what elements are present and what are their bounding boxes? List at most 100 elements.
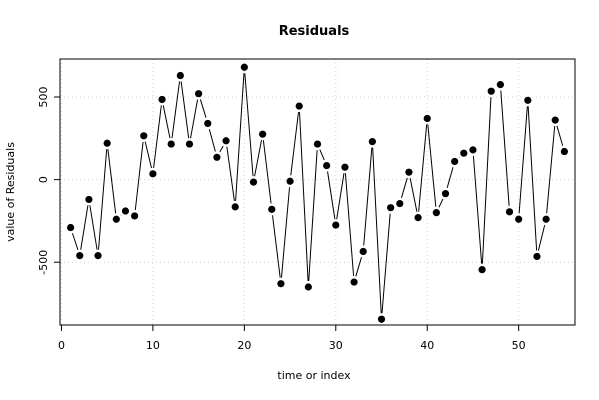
data-point xyxy=(387,204,395,212)
data-point xyxy=(213,153,221,161)
series-segment xyxy=(546,126,556,214)
data-point xyxy=(368,138,376,146)
x-axis: 0 10 20 30 40 50 xyxy=(58,324,526,352)
data-point xyxy=(396,199,404,208)
series-line xyxy=(71,73,564,314)
series-segment xyxy=(190,99,199,139)
data-point xyxy=(515,215,523,223)
series-segment xyxy=(327,171,336,220)
series-segment xyxy=(299,112,309,282)
series-segment xyxy=(481,97,492,264)
x-tick-label: 30 xyxy=(329,339,343,352)
data-point xyxy=(478,266,486,274)
series-segment xyxy=(381,213,391,314)
data-point xyxy=(350,278,358,286)
series-segment xyxy=(518,106,528,214)
series-segment xyxy=(153,105,162,168)
data-point xyxy=(441,190,450,198)
data-point xyxy=(313,140,322,148)
data-point xyxy=(542,215,550,223)
data-point xyxy=(341,163,349,171)
data-point xyxy=(496,81,504,89)
y-tick-label: 0 xyxy=(37,176,50,183)
data-point xyxy=(185,140,194,148)
data-point xyxy=(505,208,514,216)
data-point xyxy=(423,114,431,123)
data-point xyxy=(332,221,340,229)
series-segment xyxy=(438,198,444,208)
data-point xyxy=(259,130,267,138)
data-point xyxy=(85,195,93,204)
series-segment xyxy=(363,147,373,246)
data-point xyxy=(323,161,331,170)
data-point xyxy=(131,212,139,220)
data-point xyxy=(176,71,184,80)
series-segment xyxy=(262,140,272,204)
series-segment xyxy=(162,105,171,139)
series-segment xyxy=(372,147,382,314)
data-point xyxy=(158,95,166,104)
series-segment xyxy=(527,106,538,251)
series-segment xyxy=(180,81,190,139)
data-point xyxy=(195,90,203,98)
data-point xyxy=(240,63,248,71)
series-segment xyxy=(208,129,216,152)
series-segment xyxy=(418,124,428,212)
y-tick-label: -500 xyxy=(37,250,50,275)
data-point xyxy=(249,178,258,186)
series-segment xyxy=(134,141,144,211)
series-points xyxy=(67,63,568,323)
data-point xyxy=(359,247,367,256)
data-point xyxy=(67,223,75,232)
data-point xyxy=(204,119,212,128)
data-point xyxy=(103,139,111,147)
data-point xyxy=(487,87,495,95)
series-segment xyxy=(89,205,98,250)
series-segment xyxy=(219,145,224,153)
data-point xyxy=(414,214,422,222)
series-segment xyxy=(427,124,437,207)
series-segment xyxy=(71,233,79,251)
series-segment xyxy=(409,177,418,212)
series-segment xyxy=(199,99,207,118)
data-point xyxy=(149,170,157,178)
series-segment xyxy=(319,149,325,161)
series-segment xyxy=(556,125,564,146)
data-point xyxy=(277,280,285,288)
series-segment xyxy=(500,90,510,206)
series-segment xyxy=(280,187,291,278)
x-axis-label: time or index xyxy=(277,369,351,382)
series-segment xyxy=(336,173,345,220)
series-segment xyxy=(235,73,245,201)
series-segment xyxy=(308,150,318,282)
data-point xyxy=(94,252,102,260)
data-point xyxy=(460,149,468,157)
grid xyxy=(60,59,575,325)
data-point xyxy=(432,209,440,217)
data-point xyxy=(222,137,230,145)
data-point xyxy=(112,215,120,223)
series-segment xyxy=(98,149,108,250)
data-point xyxy=(76,252,84,260)
data-point xyxy=(551,116,559,124)
series-segment xyxy=(400,177,408,198)
data-point xyxy=(451,157,459,166)
data-point xyxy=(405,168,413,176)
x-tick-label: 0 xyxy=(58,339,65,352)
data-point xyxy=(268,205,276,213)
series-segment xyxy=(80,205,89,250)
series-segment xyxy=(171,81,181,139)
data-point xyxy=(295,102,303,110)
data-point xyxy=(533,252,541,261)
series-segment xyxy=(226,146,235,201)
y-axis: -500 0 500 xyxy=(37,87,61,275)
data-point xyxy=(560,147,568,156)
data-point xyxy=(286,177,294,185)
data-point xyxy=(304,283,312,291)
series-segment xyxy=(290,111,299,176)
data-point xyxy=(377,315,386,323)
series-segment xyxy=(272,215,281,278)
x-tick-label: 20 xyxy=(237,339,251,352)
series-segment xyxy=(446,167,454,189)
